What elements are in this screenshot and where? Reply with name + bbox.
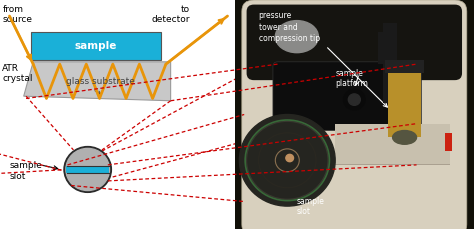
Bar [31,32,161,60]
Circle shape [239,114,335,206]
Ellipse shape [392,131,417,144]
Circle shape [348,94,360,105]
Circle shape [344,89,365,110]
Bar [385,60,424,73]
Text: sample: sample [75,41,117,51]
Bar [445,133,453,151]
Bar [335,164,450,165]
Ellipse shape [275,21,319,53]
Text: ATR
crystal: ATR crystal [2,64,33,83]
Circle shape [286,154,293,162]
Bar [383,23,397,103]
Text: pressure
tower and
compression tip: pressure tower and compression tip [259,11,319,43]
Bar [335,124,450,165]
Text: glass substrate: glass substrate [66,77,135,86]
Circle shape [66,148,109,191]
FancyBboxPatch shape [246,5,462,80]
FancyBboxPatch shape [242,0,467,229]
Bar [378,32,397,64]
Text: sample
slot: sample slot [9,161,42,181]
Text: sample
platform: sample platform [335,69,368,88]
Text: from
source: from source [2,5,32,24]
FancyBboxPatch shape [273,62,421,131]
Bar [388,73,421,137]
Bar [66,166,109,173]
Text: to
detector: to detector [151,5,190,24]
Polygon shape [24,62,171,101]
Circle shape [64,147,111,192]
Text: sample
slot: sample slot [297,197,325,216]
